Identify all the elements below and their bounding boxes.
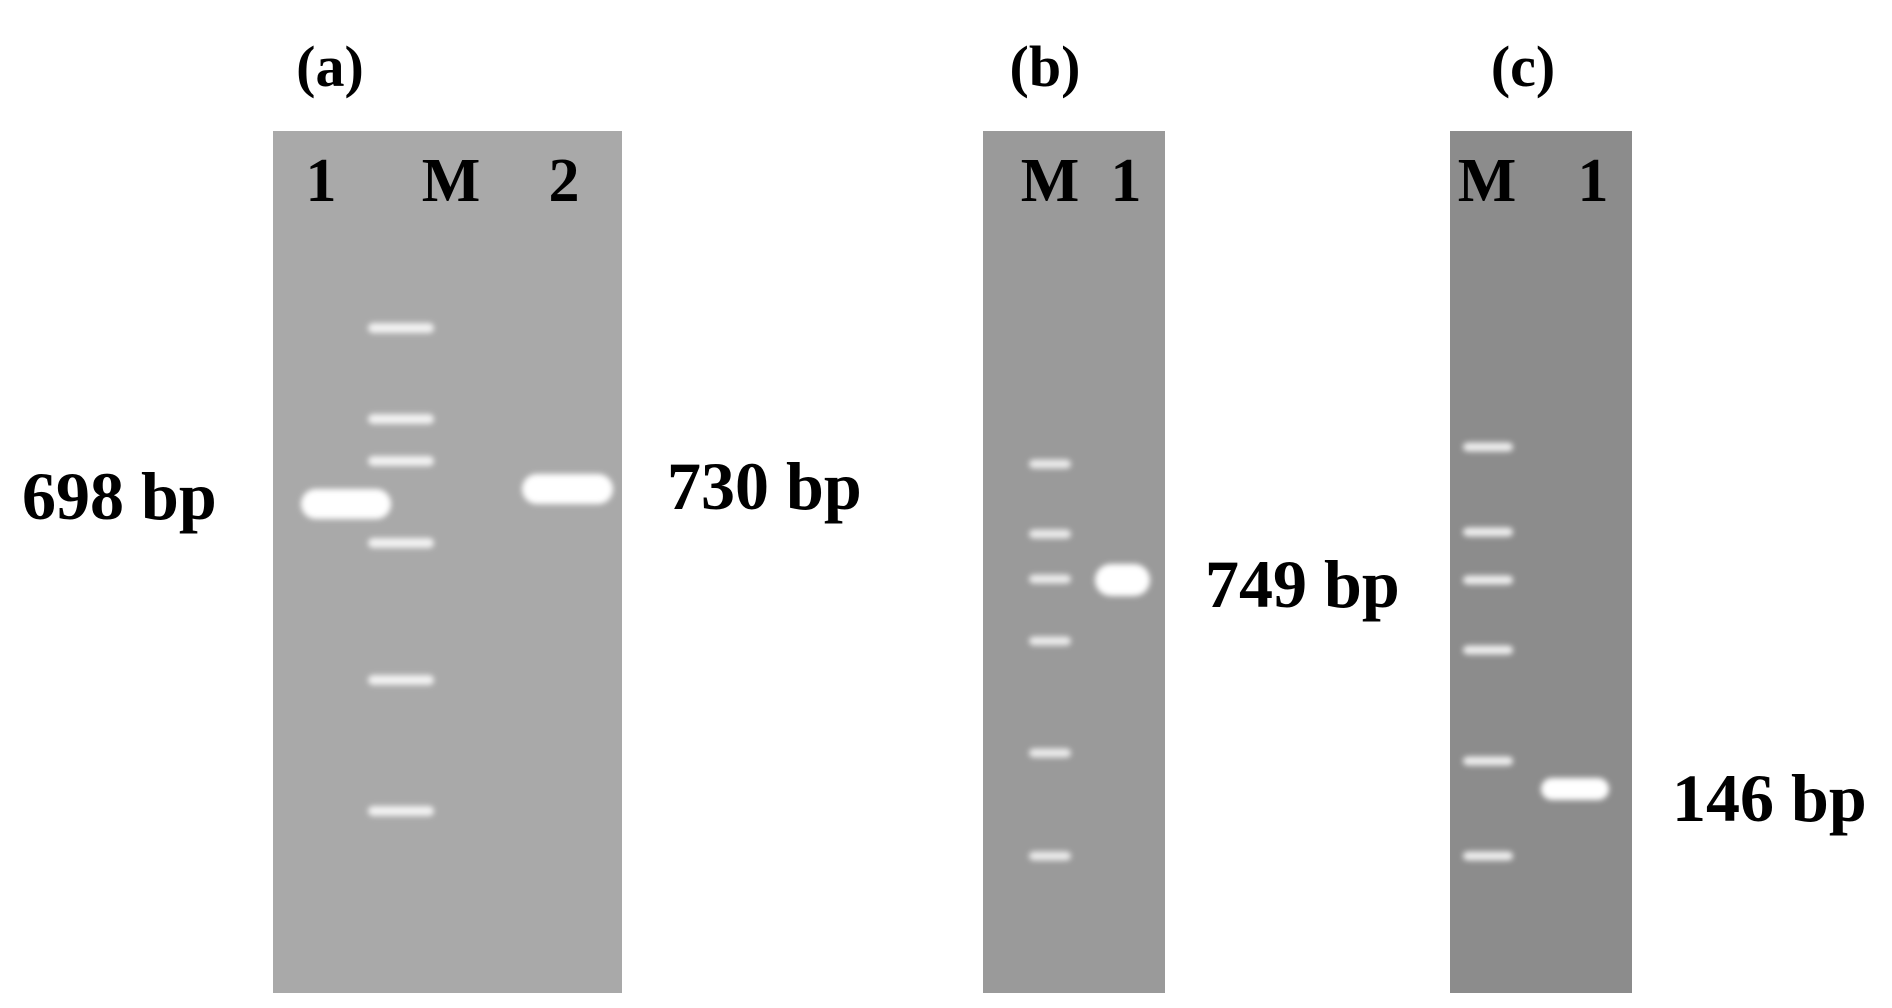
lane-label-c-1: 1	[1577, 147, 1609, 215]
size-label-698bp: 698 bp	[22, 458, 217, 534]
size-label-146bp: 146 bp	[1672, 760, 1867, 836]
lane-label-a-2: 2	[548, 147, 580, 215]
marker-band	[368, 323, 434, 333]
gel-svg	[1450, 131, 1632, 993]
marker-band	[1463, 851, 1513, 861]
marker-band	[1463, 575, 1513, 585]
gel-svg	[983, 131, 1165, 993]
marker-band	[1029, 748, 1071, 758]
product-band-730bp	[522, 474, 613, 504]
gel-background	[273, 131, 622, 993]
product-band-146bp	[1541, 778, 1609, 800]
panel-label-a: (a)	[296, 34, 364, 99]
product-band-749bp	[1095, 564, 1150, 596]
gel-image-c	[1450, 131, 1632, 993]
marker-band	[1463, 527, 1513, 537]
marker-band	[1029, 459, 1071, 469]
lane-label-c-marker: M	[1457, 147, 1517, 215]
panel-label-b: (b)	[1009, 34, 1081, 99]
size-label-730bp: 730 bp	[667, 448, 862, 524]
marker-band	[1463, 645, 1513, 655]
marker-band	[1029, 851, 1071, 861]
marker-band	[1029, 636, 1071, 646]
panel-label-c: (c)	[1490, 34, 1556, 99]
lane-label-a-1: 1	[305, 147, 337, 215]
marker-band	[368, 806, 434, 816]
lane-label-b-marker: M	[1020, 147, 1080, 215]
gel-image-a	[273, 131, 622, 993]
marker-band	[1029, 574, 1071, 584]
gel-svg	[273, 131, 622, 993]
marker-band	[368, 675, 434, 685]
gel-image-b	[983, 131, 1165, 993]
marker-band	[368, 456, 434, 466]
gel-background	[983, 131, 1165, 993]
marker-band	[368, 538, 434, 548]
product-band-698bp	[301, 489, 391, 519]
size-label-749bp: 749 bp	[1205, 546, 1400, 622]
marker-band	[368, 414, 434, 424]
marker-band	[1463, 756, 1513, 766]
marker-band	[1029, 529, 1071, 539]
lane-label-b-1: 1	[1110, 147, 1142, 215]
lane-label-a-marker: M	[421, 147, 481, 215]
marker-band	[1463, 442, 1513, 452]
gel-background	[1450, 131, 1632, 993]
